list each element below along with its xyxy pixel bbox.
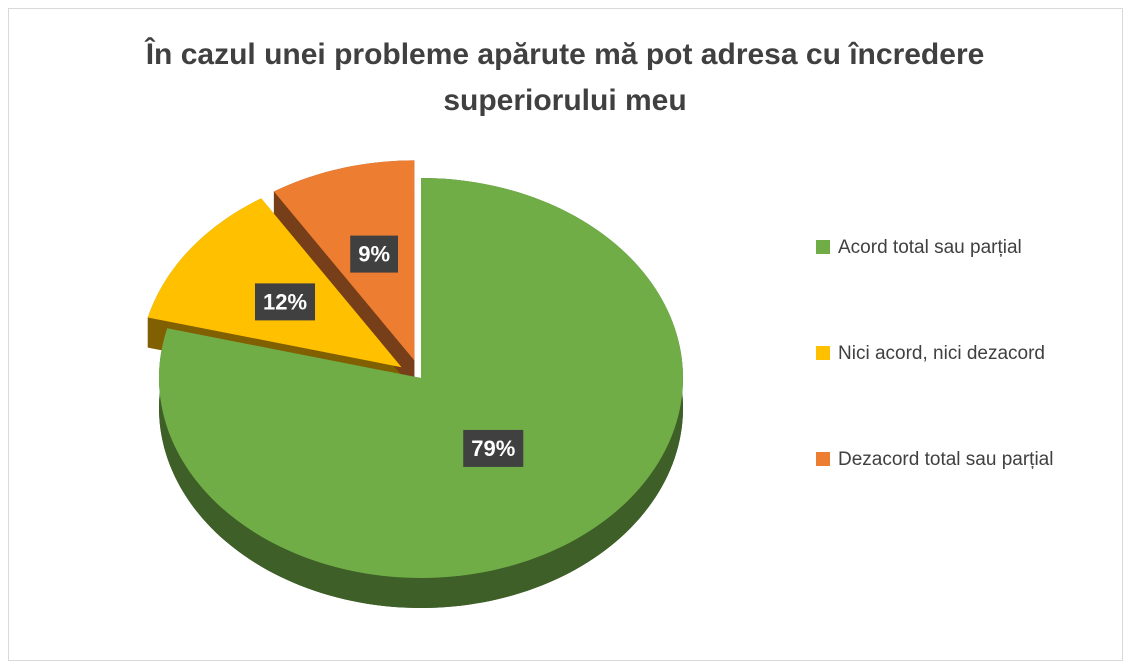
data-label: 79% [471,436,515,461]
data-label-box [463,429,524,467]
data-label: 9% [358,242,390,267]
legend-label: Acord total sau parțial [838,237,1022,258]
legend-swatch [816,346,830,360]
legend: Acord total sau parțial Nici acord, nici … [816,237,1053,470]
data-label-box [254,283,316,321]
data-label-box [350,235,399,273]
slice [147,198,402,368]
slice [273,160,415,361]
legend-swatch [816,240,830,254]
data-label: 12% [263,289,307,314]
slice [159,178,683,578]
legend-label: Dezacord total sau parțial [838,449,1053,470]
legend-swatch [816,452,830,466]
pie: 79% 12% 9% [147,160,683,608]
chart-title: În cazul unei probleme apărute mă pot ad… [145,38,985,117]
legend-label: Nici acord, nici dezacord [838,343,1045,364]
